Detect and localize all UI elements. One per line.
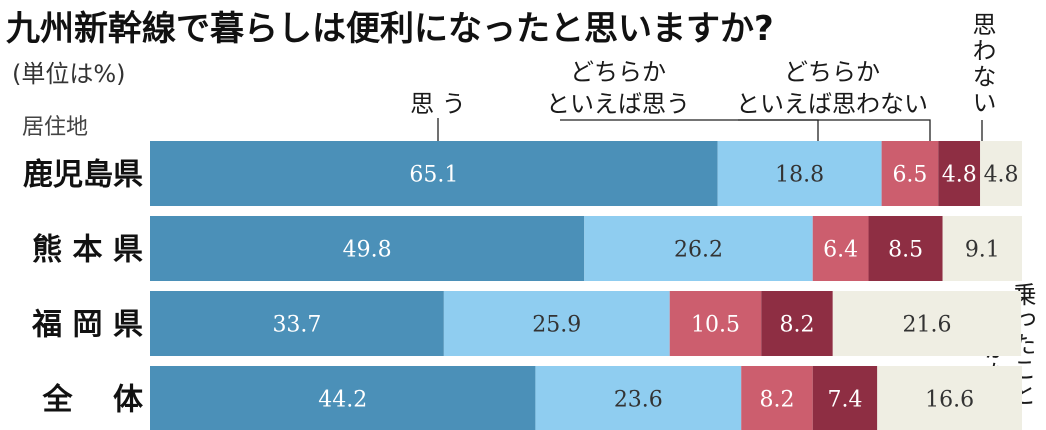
bar-segment-s3-c0 [938,141,981,206]
bar-segment-s4-c3 [877,366,1022,430]
bar-segment-s0-c2 [150,291,444,356]
value-label-s1-c3: 23.6 [614,388,663,413]
value-label-s3-c0: 4.8 [942,163,977,188]
bar-segment-s2-c3 [741,366,813,430]
legend-leader-1 [560,119,819,141]
legend-label-1-line1: どちらか [570,58,666,86]
bar-segment-s2-c1 [812,216,869,281]
bar-segment-s1-c2 [443,291,670,356]
value-label-s1-c2: 25.9 [532,313,581,338]
bar-segment-s1-c3 [535,366,742,430]
bar-segment-s3-c1 [868,216,943,281]
value-label-s0-c3: 44.2 [318,388,367,413]
category-label-2: 福 岡 県 [31,308,143,343]
unit-label: (単位は%) [12,60,126,88]
value-label-s4-c1: 9.1 [965,238,1000,263]
legend-label-3: 思わない [968,12,996,116]
bar-segment-s3-c2 [761,291,833,356]
value-label-s3-c3: 7.4 [827,388,862,413]
chart-title: 九州新幹線で暮らしは便利になったと思いますか? [6,9,774,49]
value-label-s4-c2: 21.6 [902,313,951,338]
bar-segment-s0-c1 [150,216,585,281]
value-label-s2-c0: 6.5 [892,163,927,188]
category-label-1: 熊 本 県 [32,233,143,268]
value-label-s0-c1: 49.8 [343,238,392,263]
bar-segment-s1-c1 [584,216,813,281]
y-axis-label: 居住地 [22,115,88,140]
bar-segment-s3-c3 [812,366,878,430]
bar-segment-s0-c0 [150,141,718,206]
value-label-s2-c2: 10.5 [691,313,740,338]
legend-leader-2 [738,119,931,141]
category-label-3: 全 体 [42,383,144,418]
legend-label-0: 思 う [410,90,466,118]
bar-segment-s0-c3 [150,366,536,430]
value-label-s0-c0: 65.1 [409,163,458,188]
value-label-s3-c1: 8.5 [888,238,923,263]
value-label-s0-c2: 33.7 [272,313,321,338]
value-label-s1-c0: 18.8 [775,163,824,188]
legend-label-2-line1: どちらか [784,58,880,86]
bar-segment-s2-c2 [669,291,762,356]
value-label-s3-c2: 8.2 [780,313,815,338]
bar-segment-s4-c1 [942,216,1022,281]
value-label-s1-c1: 26.2 [674,238,723,263]
legend-label-1-line2: といえば思う [546,90,690,118]
value-label-s4-c0: 4.8 [984,163,1019,188]
bars: 65.1 18.8 6.5 4.8 4.8 49.8 26.2 6.4 8.5 9.1 33.7 25… [150,141,1022,430]
bar-segment-s1-c0 [717,141,882,206]
category-label-0: 鹿児島県 [23,158,143,193]
value-label-s2-c3: 8.2 [759,388,794,413]
legend-label-2-line2: といえば思わない [736,90,928,118]
bar-segment-s4-c0 [980,141,1022,206]
bar-segment-s4-c2 [832,291,1022,356]
value-label-s4-c3: 16.6 [925,388,974,413]
bar-segment-s2-c0 [881,141,939,206]
value-label-s2-c1: 6.4 [823,238,858,263]
